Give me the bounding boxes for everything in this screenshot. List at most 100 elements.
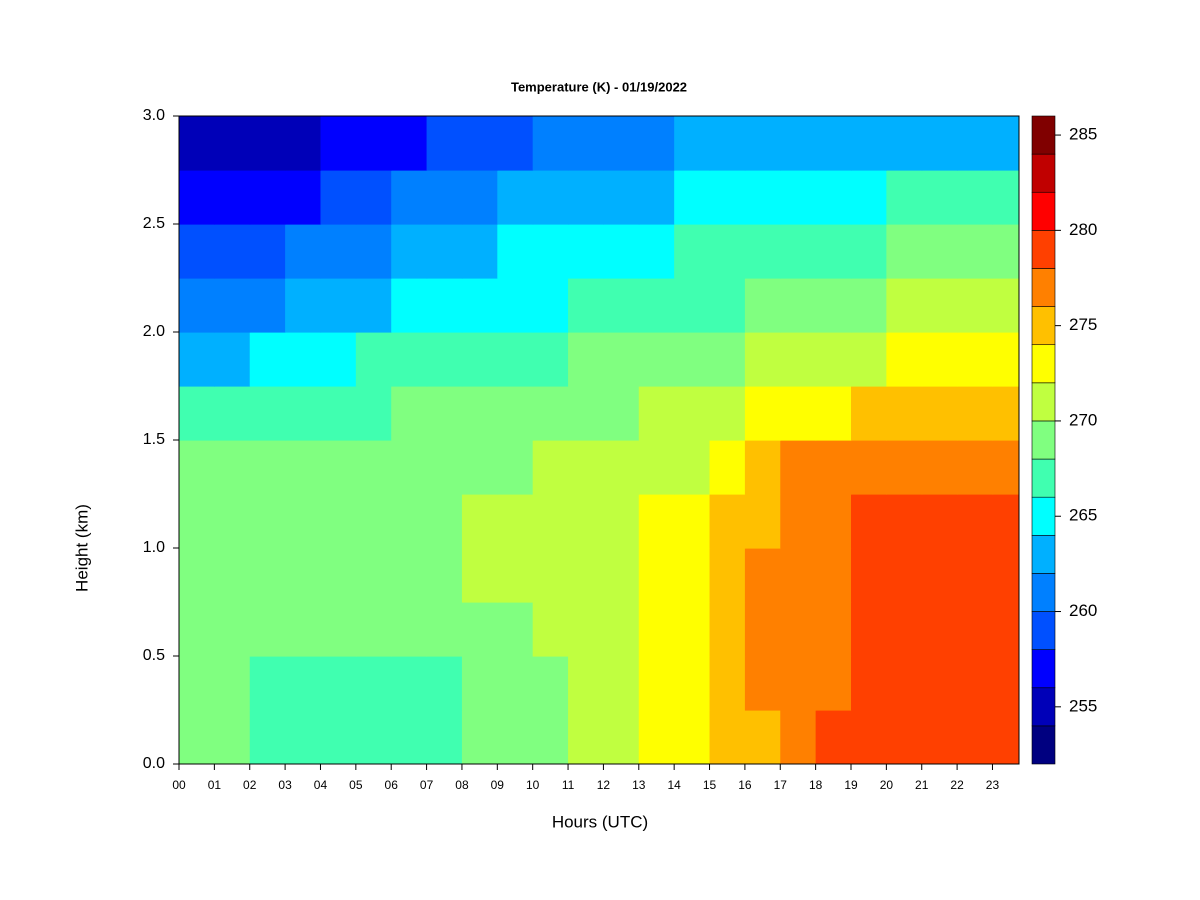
x-tick-label: 04 bbox=[314, 778, 328, 792]
heat-cell bbox=[214, 440, 251, 495]
colorbar-tick-label: 260 bbox=[1069, 601, 1097, 620]
heat-cell bbox=[603, 224, 640, 279]
heat-cell bbox=[461, 332, 498, 387]
heat-cell bbox=[886, 440, 923, 495]
heat-cell bbox=[568, 386, 605, 441]
heat-cell bbox=[709, 170, 746, 225]
heat-cell bbox=[957, 710, 994, 764]
heat-cell bbox=[285, 116, 322, 171]
x-tick-label: 09 bbox=[491, 778, 505, 792]
heat-cell bbox=[320, 710, 357, 764]
heat-cell bbox=[780, 224, 817, 279]
heat-cell bbox=[886, 224, 923, 279]
heat-cell bbox=[320, 548, 357, 603]
heat-cell bbox=[674, 548, 711, 603]
heat-cell bbox=[992, 386, 1019, 441]
heat-cell bbox=[603, 548, 640, 603]
heat-cell bbox=[780, 332, 817, 387]
x-tick-label: 15 bbox=[703, 778, 717, 792]
heat-cell bbox=[744, 602, 781, 657]
heat-cell bbox=[815, 116, 852, 171]
heat-cell bbox=[780, 170, 817, 225]
x-tick-label: 13 bbox=[632, 778, 646, 792]
heat-cell bbox=[391, 116, 428, 171]
heat-cell bbox=[744, 278, 781, 333]
heat-cell bbox=[568, 440, 605, 495]
heat-cell bbox=[921, 602, 958, 657]
heat-cell bbox=[709, 494, 746, 549]
heat-cell bbox=[214, 494, 251, 549]
colorbar-bin bbox=[1031, 611, 1056, 650]
heat-cell bbox=[532, 116, 569, 171]
heat-cell bbox=[214, 710, 251, 764]
heat-cell bbox=[532, 332, 569, 387]
heat-cell bbox=[638, 656, 675, 711]
heat-cell bbox=[744, 548, 781, 603]
x-tick-label: 07 bbox=[420, 778, 434, 792]
heat-cell bbox=[249, 548, 286, 603]
heat-cell bbox=[497, 602, 534, 657]
heat-cell bbox=[674, 278, 711, 333]
heat-cell bbox=[320, 278, 357, 333]
heat-cell bbox=[815, 548, 852, 603]
heat-cell bbox=[957, 494, 994, 549]
heat-cell bbox=[179, 494, 215, 549]
heat-cell bbox=[320, 332, 357, 387]
heat-cell bbox=[957, 386, 994, 441]
heat-cell bbox=[320, 602, 357, 657]
heat-cell bbox=[992, 494, 1019, 549]
heat-cell bbox=[921, 494, 958, 549]
heat-cell bbox=[214, 602, 251, 657]
heat-cell bbox=[851, 710, 887, 764]
heat-cell bbox=[179, 602, 215, 657]
heat-cell bbox=[709, 656, 746, 711]
heat-cell bbox=[426, 170, 463, 225]
heat-cell bbox=[249, 116, 286, 171]
heat-cell bbox=[568, 656, 605, 711]
x-tick-label: 05 bbox=[349, 778, 363, 792]
heat-cell bbox=[815, 170, 852, 225]
x-tick-label: 16 bbox=[738, 778, 752, 792]
heat-cell bbox=[957, 548, 994, 603]
heatmap bbox=[179, 116, 1019, 764]
heat-cell bbox=[709, 224, 746, 279]
x-tick-label: 00 bbox=[172, 778, 186, 792]
heat-cell bbox=[744, 656, 781, 711]
heat-cell bbox=[497, 278, 534, 333]
heat-cell bbox=[426, 224, 463, 279]
x-tick-label: 12 bbox=[597, 778, 611, 792]
heat-cell bbox=[957, 656, 994, 711]
heat-cell bbox=[355, 440, 392, 495]
x-tick-label: 19 bbox=[844, 778, 858, 792]
colorbar-bin bbox=[1031, 649, 1056, 689]
heat-cell bbox=[780, 710, 817, 764]
heat-cell bbox=[921, 548, 958, 603]
heat-cell bbox=[391, 548, 428, 603]
x-tick-label: 08 bbox=[455, 778, 469, 792]
heat-cell bbox=[638, 602, 675, 657]
heat-cell bbox=[992, 278, 1019, 333]
heat-cell bbox=[532, 710, 569, 764]
heat-cell bbox=[921, 116, 958, 171]
heat-cell bbox=[426, 278, 463, 333]
heat-cell bbox=[355, 494, 392, 549]
heat-cell bbox=[674, 224, 711, 279]
heat-cell bbox=[461, 440, 498, 495]
heat-cell bbox=[285, 656, 322, 711]
heat-cell bbox=[957, 278, 994, 333]
heat-cell bbox=[921, 656, 958, 711]
heat-cell bbox=[461, 656, 498, 711]
colorbar-bin bbox=[1031, 534, 1056, 574]
heat-cell bbox=[957, 602, 994, 657]
heat-cell bbox=[851, 656, 887, 711]
heat-cell bbox=[638, 224, 675, 279]
heat-cell bbox=[851, 116, 887, 171]
heat-cell bbox=[992, 440, 1019, 495]
heat-cell bbox=[744, 170, 781, 225]
heat-cell bbox=[851, 224, 887, 279]
heat-cell bbox=[638, 332, 675, 387]
colorbar-bin bbox=[1031, 458, 1056, 498]
heat-cell bbox=[355, 224, 392, 279]
heat-cell bbox=[709, 710, 746, 764]
